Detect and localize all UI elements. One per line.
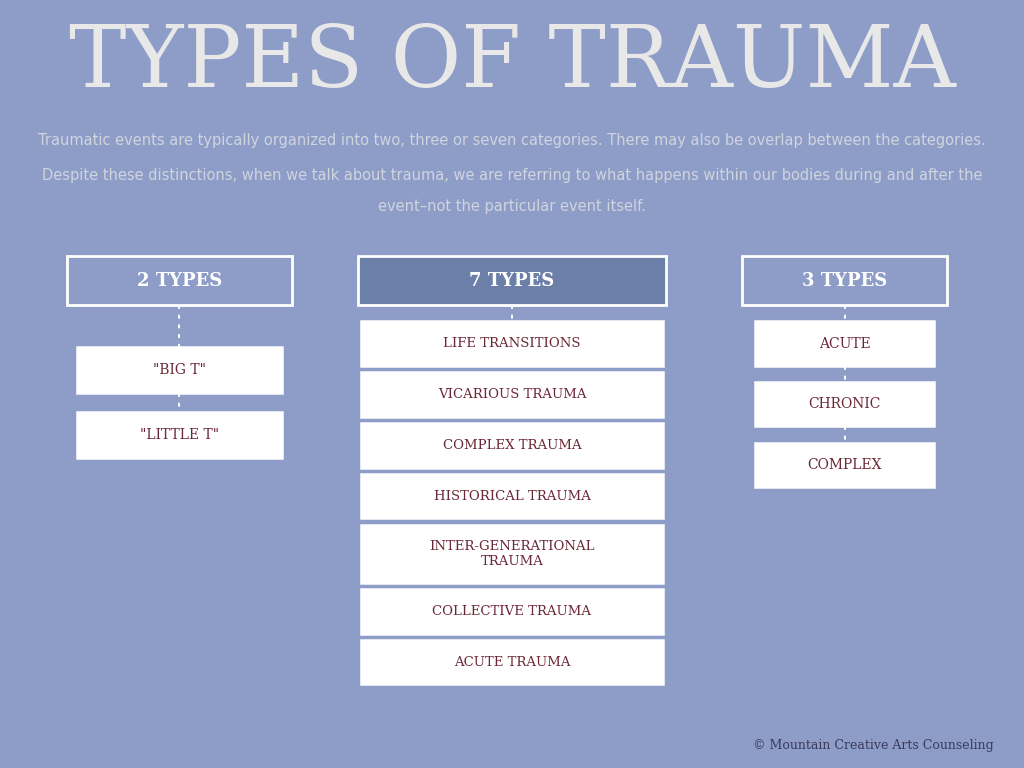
- Text: 2 TYPES: 2 TYPES: [136, 272, 222, 290]
- Text: 3 TYPES: 3 TYPES: [802, 272, 888, 290]
- FancyBboxPatch shape: [361, 474, 664, 518]
- Text: TYPES OF TRAUMA: TYPES OF TRAUMA: [69, 22, 955, 105]
- Text: © Mountain Creative Arts Counseling: © Mountain Creative Arts Counseling: [753, 739, 993, 752]
- FancyBboxPatch shape: [361, 640, 664, 684]
- FancyBboxPatch shape: [361, 321, 664, 366]
- FancyBboxPatch shape: [361, 589, 664, 634]
- Text: LIFE TRANSITIONS: LIFE TRANSITIONS: [443, 337, 581, 350]
- Text: "BIG T": "BIG T": [153, 363, 206, 377]
- Text: COLLECTIVE TRAUMA: COLLECTIVE TRAUMA: [432, 605, 592, 617]
- Text: CHRONIC: CHRONIC: [809, 397, 881, 411]
- FancyBboxPatch shape: [755, 382, 934, 426]
- FancyBboxPatch shape: [67, 257, 292, 305]
- Text: ACUTE TRAUMA: ACUTE TRAUMA: [454, 656, 570, 669]
- Text: COMPLEX TRAUMA: COMPLEX TRAUMA: [442, 439, 582, 452]
- FancyBboxPatch shape: [361, 423, 664, 468]
- Text: ACUTE: ACUTE: [819, 336, 870, 350]
- Text: INTER-GENERATIONAL
TRAUMA: INTER-GENERATIONAL TRAUMA: [429, 540, 595, 568]
- Text: COMPLEX: COMPLEX: [808, 458, 882, 472]
- FancyBboxPatch shape: [77, 412, 282, 458]
- Text: Despite these distinctions, when we talk about trauma, we are referring to what : Despite these distinctions, when we talk…: [42, 168, 982, 183]
- FancyBboxPatch shape: [755, 321, 934, 366]
- FancyBboxPatch shape: [742, 257, 947, 305]
- FancyBboxPatch shape: [755, 442, 934, 487]
- FancyBboxPatch shape: [361, 525, 664, 583]
- FancyBboxPatch shape: [361, 372, 664, 416]
- Text: HISTORICAL TRAUMA: HISTORICAL TRAUMA: [433, 490, 591, 503]
- Text: VICARIOUS TRAUMA: VICARIOUS TRAUMA: [437, 388, 587, 401]
- FancyBboxPatch shape: [77, 347, 282, 393]
- Text: event–not the particular event itself.: event–not the particular event itself.: [378, 199, 646, 214]
- Text: Traumatic events are typically organized into two, three or seven categories. Th: Traumatic events are typically organized…: [38, 133, 986, 148]
- Text: 7 TYPES: 7 TYPES: [469, 272, 555, 290]
- Text: "LITTLE T": "LITTLE T": [139, 428, 219, 442]
- FancyBboxPatch shape: [358, 257, 666, 305]
